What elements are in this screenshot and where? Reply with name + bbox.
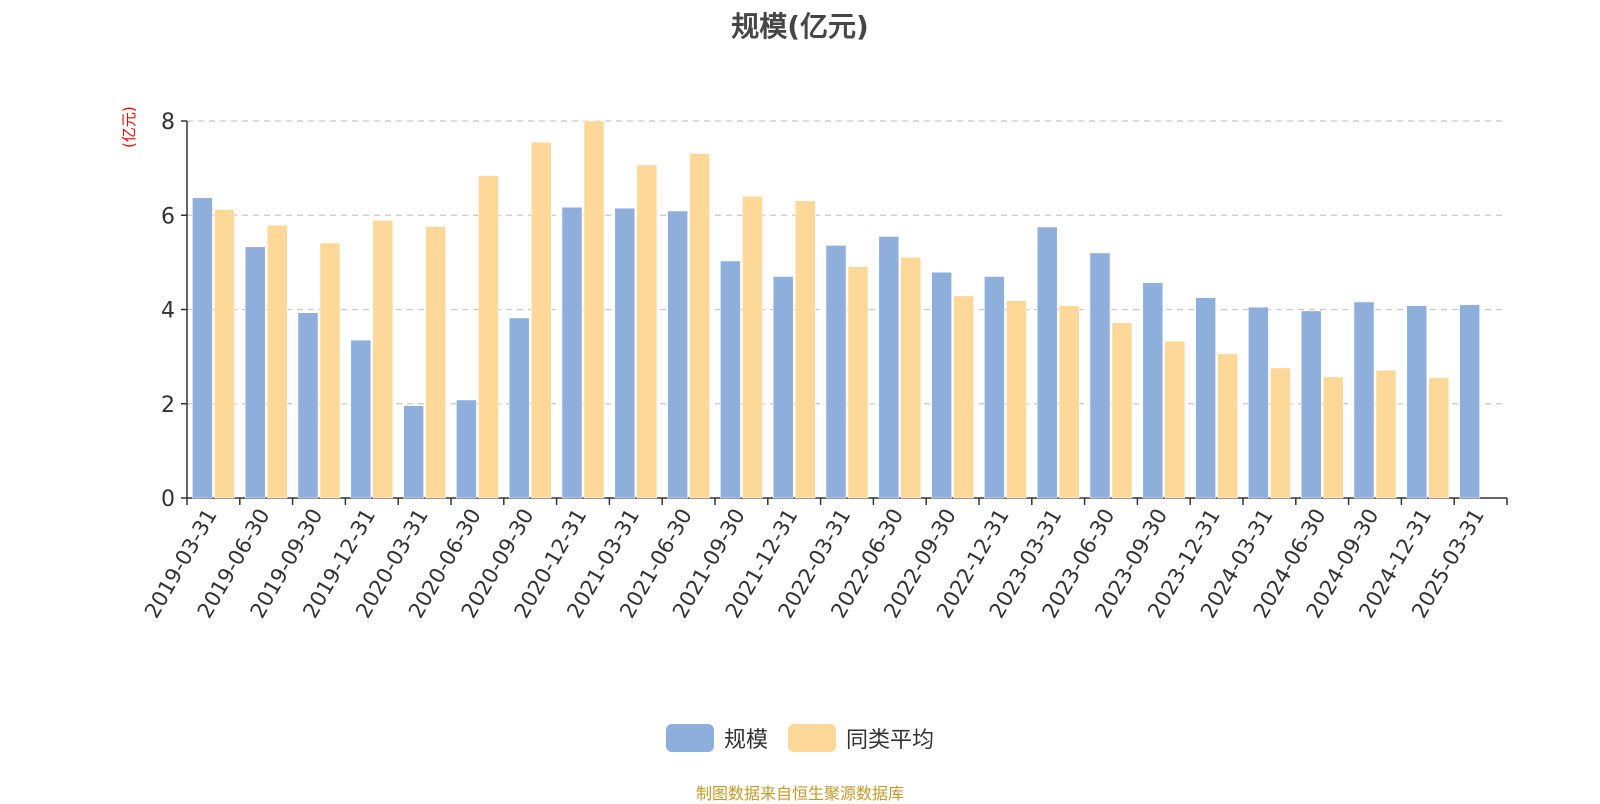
bar-peer-average: [214, 209, 235, 499]
chart-title: 规模(亿元): [731, 10, 869, 43]
bar-peer-average: [372, 220, 394, 499]
bar-scale: [192, 197, 213, 499]
bar-chart: 024682019-03-312019-06-302019-09-302019-…: [140, 110, 1508, 622]
y-tick-label: 8: [161, 110, 175, 135]
bar-scale: [297, 312, 319, 499]
bar-peer-average: [689, 153, 710, 499]
bar-scale: [772, 276, 794, 499]
bar-scale: [1142, 282, 1164, 499]
bar-scale: [1089, 252, 1111, 499]
bar-peer-average: [1164, 340, 1186, 499]
legend-item-scale[interactable]: 规模: [665, 722, 768, 754]
bar-scale: [1300, 310, 1322, 499]
bar-peer-average: [953, 295, 974, 499]
bar-scale: [350, 339, 372, 499]
bar-scale: [456, 399, 477, 499]
bar-peer-average: [1270, 367, 1291, 499]
bar-scale: [1195, 297, 1216, 499]
bar-peer-average: [794, 200, 816, 499]
bar-peer-average: [1111, 322, 1133, 499]
bar-scale: [825, 245, 847, 499]
bar-peer-average: [530, 141, 552, 499]
bar-peer-average: [583, 120, 605, 499]
bar-scale: [614, 207, 636, 499]
bar-peer-average: [742, 196, 763, 499]
bar-scale: [720, 260, 741, 499]
y-tick-label: 2: [161, 393, 175, 418]
bar-peer-average: [847, 266, 869, 499]
bar-peer-average: [900, 256, 922, 499]
bar-scale: [1036, 226, 1058, 499]
bar-peer-average: [1428, 377, 1450, 499]
bar-peer-average: [1058, 305, 1080, 499]
bar-peer-average: [1322, 376, 1344, 499]
y-tick-label: 4: [161, 299, 175, 324]
bar-scale: [403, 405, 424, 499]
legend-swatch-peer-average: [788, 724, 836, 752]
bar-peer-average: [1375, 370, 1397, 499]
bar-scale: [561, 206, 583, 499]
bar-scale: [984, 276, 1005, 499]
bar-scale: [508, 317, 530, 499]
data-source-note: 制图数据来自恒生聚源数据库: [695, 784, 904, 803]
bar-scale: [878, 236, 900, 499]
y-tick-label: 6: [161, 204, 175, 229]
bar-peer-average: [425, 226, 446, 499]
bar-scale: [1459, 304, 1480, 499]
bar-peer-average: [1006, 300, 1027, 499]
bar-peer-average: [319, 242, 341, 499]
legend: 规模 同类平均: [0, 722, 1600, 754]
bars: [192, 120, 1480, 499]
legend-swatch-scale: [665, 724, 714, 752]
legend-label-peer-average: 同类平均: [846, 728, 935, 753]
bar-scale: [931, 272, 952, 499]
bar-peer-average: [266, 224, 288, 499]
bar-scale: [1248, 306, 1269, 499]
bar-scale: [1353, 301, 1375, 499]
legend-label-scale: 规模: [723, 728, 768, 753]
bar-peer-average: [636, 164, 658, 499]
bar-scale: [667, 210, 688, 499]
legend-item-peer-average[interactable]: 同类平均: [788, 722, 934, 754]
y-tick-label: 0: [161, 487, 175, 512]
bar-peer-average: [478, 175, 499, 499]
bar-scale: [1406, 305, 1428, 499]
bar-scale: [244, 246, 266, 499]
bar-peer-average: [1217, 353, 1238, 499]
